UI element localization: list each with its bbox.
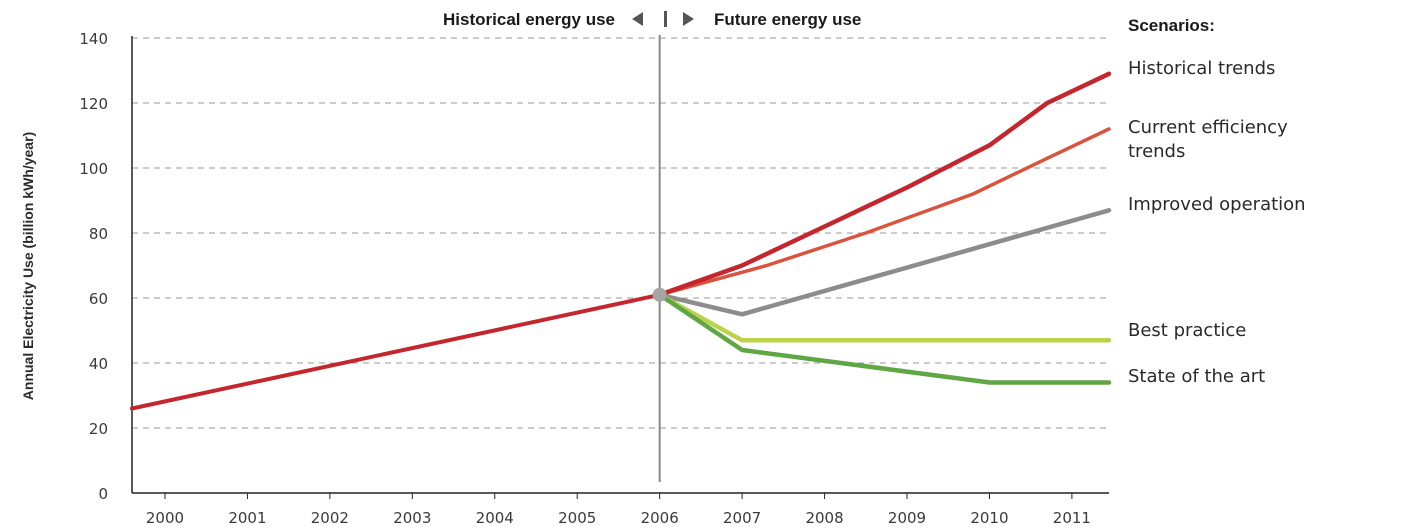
legend-title: Scenarios:: [1128, 16, 1215, 35]
series-line-state-of-the-art: [657, 292, 1112, 385]
legend-label: trends: [1128, 141, 1185, 162]
series-lines: [130, 71, 1112, 411]
historical-header: Historical energy use: [443, 10, 615, 29]
x-tick-label: 2000: [146, 509, 184, 527]
left-arrow-icon: [632, 12, 643, 26]
legend: Historical trends Current efficiency trend…: [1128, 58, 1306, 387]
y-tick-label: 40: [89, 355, 108, 373]
x-tick-labels: 2000 2001 2002 2003 2004 2005 2006 2007 2008 2009…: [146, 493, 1091, 527]
legend-label: Improved operation: [1128, 194, 1306, 215]
y-tick-label: 80: [89, 225, 108, 243]
gridlines: [132, 37, 1109, 429]
y-tick-label: 120: [79, 95, 108, 113]
x-tick-label: 2007: [723, 509, 761, 527]
series-line-improved-operation: [657, 208, 1112, 317]
legend-label: Historical trends: [1128, 58, 1275, 79]
y-axis-label: Annual Electricity Use (billion kWh/year…: [20, 132, 36, 400]
x-tick-label: 2009: [888, 509, 926, 527]
x-tick-label: 2003: [393, 509, 431, 527]
legend-label: Current efficiency: [1128, 117, 1288, 138]
x-tick-label: 2004: [476, 509, 514, 527]
series-line-best-practice: [657, 292, 1112, 343]
x-tick-label: 2011: [1053, 509, 1091, 527]
x-tick-label: 2002: [311, 509, 349, 527]
y-tick-label: 100: [79, 160, 108, 178]
y-tick-label: 140: [79, 30, 108, 48]
future-header: Future energy use: [714, 10, 861, 29]
legend-label: State of the art: [1128, 366, 1265, 387]
x-tick-label: 2006: [641, 509, 679, 527]
x-tick-label: 2010: [970, 509, 1008, 527]
y-tick-label: 20: [89, 420, 108, 438]
series-line-historical-trends: [657, 71, 1112, 298]
divergence-point-marker: [652, 287, 667, 302]
divider-bar-icon: [664, 11, 667, 27]
right-arrow-icon: [683, 12, 694, 26]
y-tick-label: 0: [98, 485, 108, 503]
x-tick-label: 2008: [805, 509, 843, 527]
series-line-current-efficiency-trends: [657, 127, 1111, 297]
y-tick-label: 60: [89, 290, 108, 308]
x-tick-label: 2005: [558, 509, 596, 527]
historical-energy-line: [130, 292, 662, 411]
legend-label: Best practice: [1128, 320, 1246, 341]
y-tick-labels: 0 20 40 60 80 100 120 140: [79, 30, 108, 503]
x-tick-label: 2001: [228, 509, 266, 527]
